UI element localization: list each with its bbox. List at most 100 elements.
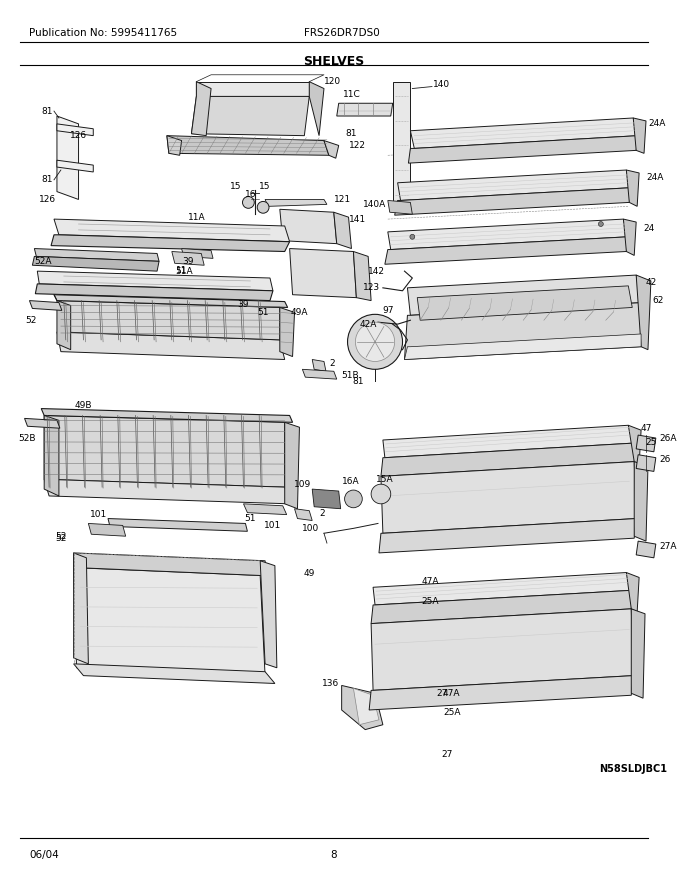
Text: 81: 81 (41, 106, 53, 115)
Polygon shape (73, 568, 265, 676)
Text: 42: 42 (646, 278, 658, 288)
Text: 101: 101 (265, 521, 282, 530)
Polygon shape (44, 415, 59, 496)
Text: 24: 24 (643, 224, 654, 233)
Polygon shape (57, 301, 71, 349)
Polygon shape (405, 334, 641, 360)
Text: 140: 140 (433, 80, 450, 89)
Text: 27: 27 (441, 750, 452, 759)
Polygon shape (371, 609, 633, 690)
Polygon shape (388, 219, 628, 250)
Text: 11A: 11A (188, 213, 205, 222)
Text: 11: 11 (176, 266, 188, 275)
Text: 109: 109 (294, 480, 311, 488)
Polygon shape (628, 425, 641, 465)
Polygon shape (394, 187, 631, 216)
Polygon shape (379, 518, 636, 553)
Text: 126: 126 (39, 195, 56, 204)
Text: 51: 51 (257, 308, 269, 317)
Polygon shape (265, 200, 327, 206)
Polygon shape (369, 676, 633, 710)
Text: 39: 39 (183, 257, 194, 266)
Circle shape (257, 202, 269, 213)
Text: 47A: 47A (443, 689, 460, 698)
Text: 141: 141 (349, 215, 366, 224)
Polygon shape (633, 118, 646, 153)
Polygon shape (410, 118, 638, 149)
Polygon shape (54, 219, 290, 242)
Text: 26: 26 (660, 455, 671, 464)
Text: 25A: 25A (443, 708, 460, 717)
Circle shape (410, 234, 415, 239)
Text: 11C: 11C (343, 90, 360, 99)
Polygon shape (279, 209, 337, 244)
Text: 81: 81 (41, 175, 53, 184)
Text: 62: 62 (653, 296, 664, 305)
Text: Publication No: 5995411765: Publication No: 5995411765 (29, 27, 177, 38)
Text: FRS26DR7DS0: FRS26DR7DS0 (305, 27, 380, 38)
Polygon shape (324, 141, 339, 158)
Polygon shape (44, 480, 290, 504)
Text: 126: 126 (70, 131, 87, 140)
Polygon shape (383, 425, 636, 458)
Polygon shape (634, 462, 648, 541)
Text: 2: 2 (319, 510, 324, 518)
Polygon shape (108, 518, 248, 532)
Polygon shape (33, 256, 159, 271)
Circle shape (345, 490, 362, 508)
Circle shape (347, 314, 403, 370)
Text: 49B: 49B (75, 401, 92, 410)
Polygon shape (41, 408, 292, 422)
Polygon shape (260, 561, 277, 668)
Text: 15A: 15A (376, 475, 394, 484)
Polygon shape (624, 219, 636, 255)
Circle shape (243, 196, 254, 209)
Polygon shape (341, 686, 383, 730)
Text: 26A: 26A (660, 434, 677, 443)
Text: 15: 15 (259, 182, 271, 191)
Polygon shape (381, 443, 636, 476)
Text: 25: 25 (645, 438, 656, 447)
Text: 136: 136 (322, 679, 339, 688)
Text: 81: 81 (353, 377, 364, 385)
Polygon shape (29, 301, 62, 311)
Text: 140A: 140A (363, 200, 387, 209)
Text: 97: 97 (382, 306, 394, 315)
Text: N58SLDJBC1: N58SLDJBC1 (599, 764, 667, 774)
Polygon shape (51, 235, 290, 252)
Polygon shape (371, 590, 633, 624)
Text: 52A: 52A (35, 257, 52, 266)
Polygon shape (407, 275, 643, 315)
Polygon shape (172, 252, 204, 265)
Polygon shape (61, 301, 279, 340)
Text: 81: 81 (345, 129, 357, 138)
Polygon shape (192, 82, 211, 136)
Polygon shape (57, 116, 79, 200)
Polygon shape (636, 541, 656, 558)
Text: 8: 8 (330, 850, 337, 861)
Polygon shape (636, 275, 651, 349)
Circle shape (598, 222, 603, 226)
Polygon shape (88, 524, 126, 536)
Polygon shape (182, 248, 213, 259)
Polygon shape (192, 97, 309, 136)
Polygon shape (73, 553, 267, 576)
Polygon shape (35, 284, 273, 301)
Polygon shape (626, 573, 639, 612)
Text: 06/04: 06/04 (29, 850, 59, 861)
Text: 49A: 49A (290, 308, 308, 317)
Polygon shape (334, 212, 352, 248)
Polygon shape (418, 286, 632, 320)
Text: 15: 15 (230, 182, 241, 191)
Polygon shape (631, 609, 645, 698)
Polygon shape (167, 136, 329, 155)
Polygon shape (54, 295, 288, 307)
Polygon shape (57, 332, 285, 360)
Polygon shape (373, 573, 633, 605)
Text: 100: 100 (302, 524, 319, 533)
Text: 101: 101 (90, 510, 107, 519)
Polygon shape (337, 103, 393, 116)
Text: 51A: 51A (175, 267, 193, 275)
Polygon shape (37, 271, 273, 290)
Polygon shape (398, 170, 631, 201)
